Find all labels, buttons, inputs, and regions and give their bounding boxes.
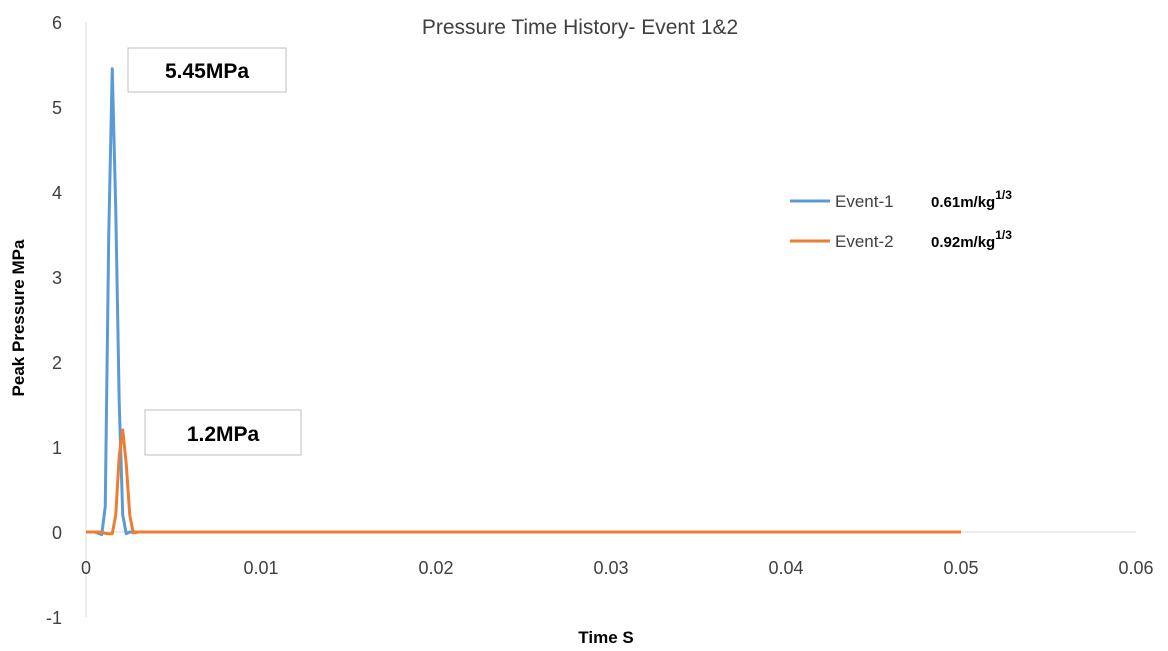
y-tick-label: 4 (52, 183, 62, 203)
legend-item-event-1: Event-1 0.61m/kg1/3 (790, 188, 1012, 211)
x-tick-labels: 0 0.01 0.02 0.03 0.04 0.05 0.06 (81, 558, 1154, 578)
legend: Event-1 0.61m/kg1/3 Event-2 0.92m/kg1/3 (790, 188, 1012, 251)
y-tick-label: 2 (52, 353, 62, 373)
descriptor-exponent: 1/3 (995, 228, 1012, 242)
annotation-text: 5.45MPa (165, 60, 249, 83)
annotation-peak-event-1: 5.45MPa (127, 47, 287, 93)
y-tick-label: 3 (52, 268, 62, 288)
y-tick-label: 0 (52, 523, 62, 543)
descriptor-exponent: 1/3 (995, 188, 1012, 202)
legend-label: Event-1 (835, 192, 894, 211)
x-tick-label: 0 (81, 558, 91, 578)
legend-descriptor: 0.92m/kg1/3 (931, 228, 1012, 251)
legend-item-event-2: Event-2 0.92m/kg1/3 (790, 228, 1012, 251)
annotation-box (144, 409, 302, 456)
x-tick-label: 0.06 (1118, 558, 1153, 578)
legend-descriptor: 0.61m/kg1/3 (931, 188, 1012, 211)
y-tick-labels: -1 0 1 2 3 4 5 6 (46, 13, 62, 628)
x-tick-label: 0.03 (593, 558, 628, 578)
y-tick-label: 1 (52, 438, 62, 458)
series-line-2 (86, 428, 961, 536)
x-tick-label: 0.01 (243, 558, 278, 578)
x-axis-title: Time S (578, 628, 633, 647)
x-tick-label: 0.05 (943, 558, 978, 578)
axes (85, 22, 1136, 617)
y-tick-label: 5 (52, 98, 62, 118)
annotation-text: 1.2MPa (187, 423, 260, 446)
chart-title: Pressure Time History- Event 1&2 (422, 16, 738, 39)
y-tick-label: -1 (46, 608, 62, 628)
y-tick-label: 6 (52, 13, 62, 33)
series-line-1 (86, 67, 961, 537)
legend-label: Event-2 (835, 232, 894, 251)
annotation-peak-event-2: 1.2MPa (144, 409, 302, 456)
x-tick-label: 0.04 (768, 558, 803, 578)
x-tick-label: 0.02 (418, 558, 453, 578)
series-layer (86, 67, 961, 537)
y-axis-title: Peak Pressure MPa (9, 239, 28, 396)
descriptor-base: 0.92m/kg (931, 234, 995, 251)
annotation-box (127, 47, 287, 93)
descriptor-base: 0.61m/kg (931, 194, 995, 211)
